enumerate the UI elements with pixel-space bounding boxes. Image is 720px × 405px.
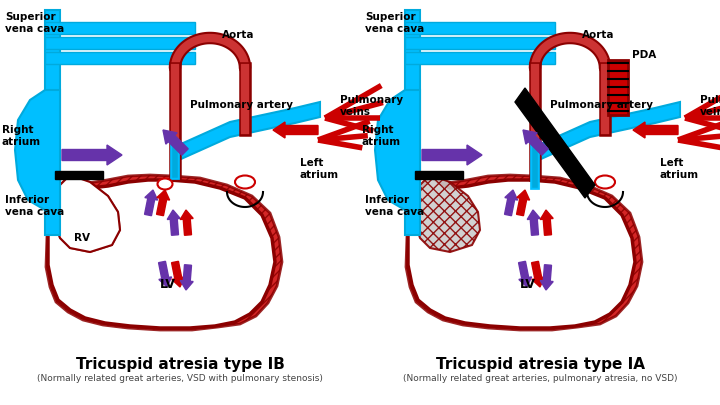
FancyArrow shape xyxy=(516,190,530,216)
Polygon shape xyxy=(405,22,555,34)
Text: PDA: PDA xyxy=(632,50,656,60)
FancyArrow shape xyxy=(633,122,678,138)
Ellipse shape xyxy=(595,175,615,188)
Polygon shape xyxy=(172,102,320,163)
FancyArrow shape xyxy=(167,210,180,235)
Polygon shape xyxy=(375,90,420,210)
FancyArrow shape xyxy=(531,261,544,287)
Text: Left
atrium: Left atrium xyxy=(660,158,699,179)
FancyArrow shape xyxy=(540,265,553,290)
Text: Left
atrium: Left atrium xyxy=(300,158,339,179)
FancyArrow shape xyxy=(273,122,318,138)
Text: (Normally related great arteries, VSD with pulmonary stenosis): (Normally related great arteries, VSD wi… xyxy=(37,374,323,383)
Text: Aorta: Aorta xyxy=(222,30,254,40)
FancyArrow shape xyxy=(62,145,122,165)
FancyArrow shape xyxy=(163,130,188,155)
Polygon shape xyxy=(55,175,120,252)
FancyArrow shape xyxy=(156,190,170,216)
Text: Aorta: Aorta xyxy=(582,30,614,40)
FancyArrow shape xyxy=(518,261,531,287)
Polygon shape xyxy=(406,174,642,330)
Text: Inferior
vena cava: Inferior vena cava xyxy=(365,195,424,217)
FancyArrow shape xyxy=(540,210,553,235)
Text: Right
atrium: Right atrium xyxy=(2,125,41,147)
FancyArrow shape xyxy=(180,210,193,235)
Polygon shape xyxy=(532,102,680,163)
Text: Pulmonary
veins: Pulmonary veins xyxy=(700,95,720,117)
Polygon shape xyxy=(405,37,555,49)
FancyArrow shape xyxy=(505,190,518,216)
Polygon shape xyxy=(45,52,195,64)
FancyArrow shape xyxy=(180,265,193,290)
Bar xyxy=(608,60,628,115)
Polygon shape xyxy=(415,175,480,252)
Polygon shape xyxy=(408,175,635,328)
Polygon shape xyxy=(15,90,60,210)
FancyArrow shape xyxy=(158,261,171,287)
Bar xyxy=(55,171,103,179)
Polygon shape xyxy=(55,175,120,252)
Polygon shape xyxy=(45,22,195,34)
Text: Pulmonary
veins: Pulmonary veins xyxy=(340,95,403,117)
Bar xyxy=(415,171,463,179)
Polygon shape xyxy=(48,175,275,328)
Text: Pulmonary artery: Pulmonary artery xyxy=(550,100,653,110)
FancyArrow shape xyxy=(145,190,158,216)
Text: RV: RV xyxy=(74,233,90,243)
FancyArrow shape xyxy=(422,145,482,165)
Ellipse shape xyxy=(235,175,255,188)
Text: Superior
vena cava: Superior vena cava xyxy=(365,12,424,34)
FancyArrow shape xyxy=(171,261,184,287)
Text: Right
atrium: Right atrium xyxy=(362,125,401,147)
Polygon shape xyxy=(405,10,420,235)
Text: Tricuspid atresia type IA: Tricuspid atresia type IA xyxy=(436,357,644,372)
Text: LV: LV xyxy=(160,279,176,292)
Text: Inferior
vena cava: Inferior vena cava xyxy=(5,195,64,217)
Polygon shape xyxy=(515,88,595,198)
Text: Pulmonary artery: Pulmonary artery xyxy=(190,100,293,110)
Text: (Normally related great arteries, pulmonary atresia, no VSD): (Normally related great arteries, pulmon… xyxy=(402,374,678,383)
Polygon shape xyxy=(46,174,282,330)
Polygon shape xyxy=(45,37,195,49)
FancyArrow shape xyxy=(527,210,540,235)
Polygon shape xyxy=(45,10,60,235)
Text: LV: LV xyxy=(520,279,536,292)
Polygon shape xyxy=(405,52,555,64)
FancyArrow shape xyxy=(523,130,548,155)
Text: Tricuspid atresia type IB: Tricuspid atresia type IB xyxy=(76,357,284,372)
Ellipse shape xyxy=(158,179,173,190)
Text: Superior
vena cava: Superior vena cava xyxy=(5,12,64,34)
